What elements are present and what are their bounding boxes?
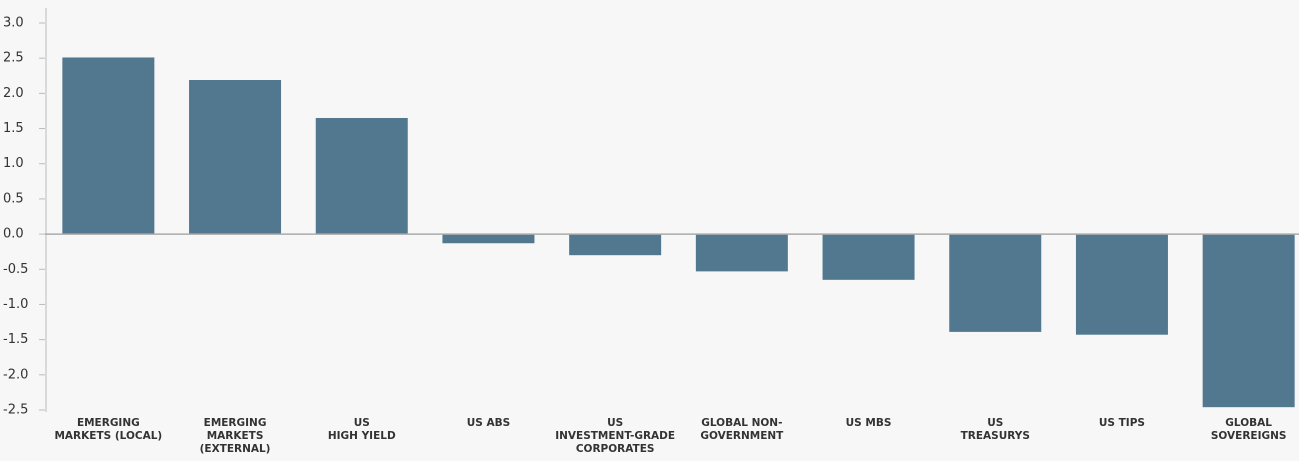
x-tick-label: US TIPS (1098, 417, 1145, 429)
x-tick-label: EMERGING MARKETS (EXTERNAL) (199, 417, 271, 455)
y-tick-label: 0.5 (3, 191, 24, 206)
x-tick-label: US MBS (845, 417, 892, 429)
bar (62, 57, 155, 235)
bar (695, 234, 788, 272)
x-tick-label: GLOBAL SOVEREIGNS (1210, 417, 1287, 442)
y-tick-label: 2.0 (3, 86, 24, 101)
bar (189, 79, 282, 235)
y-tick-label: -1.5 (3, 332, 28, 347)
x-tick-label: GLOBAL NON- GOVERNMENT (700, 417, 784, 442)
x-tick-label: EMERGING MARKETS (LOCAL) (54, 417, 163, 442)
y-tick-label: -1.0 (3, 297, 28, 312)
y-tick-label: 2.5 (3, 51, 24, 66)
y-tick-label: 3.0 (3, 16, 24, 31)
bar (1202, 234, 1295, 408)
y-tick-label: 0.0 (3, 227, 24, 242)
y-tick-label: 1.5 (3, 121, 24, 136)
x-tick-label: US HIGH YIELD (327, 417, 396, 442)
bar (569, 234, 662, 256)
bar (822, 234, 915, 280)
bar (949, 234, 1042, 332)
y-tick-label: 1.0 (3, 156, 24, 171)
x-tick-label: US INVESTMENT-GRADE CORPORATES (555, 417, 676, 455)
x-tick-label: US TREASURYS (960, 417, 1030, 442)
bar (315, 117, 408, 235)
bar (1075, 234, 1168, 335)
y-tick-label: -2.0 (3, 367, 28, 382)
bar (442, 234, 535, 244)
x-tick-label: US ABS (466, 417, 511, 429)
y-tick-label: -0.5 (3, 262, 28, 277)
y-tick-label: -2.5 (3, 403, 28, 418)
